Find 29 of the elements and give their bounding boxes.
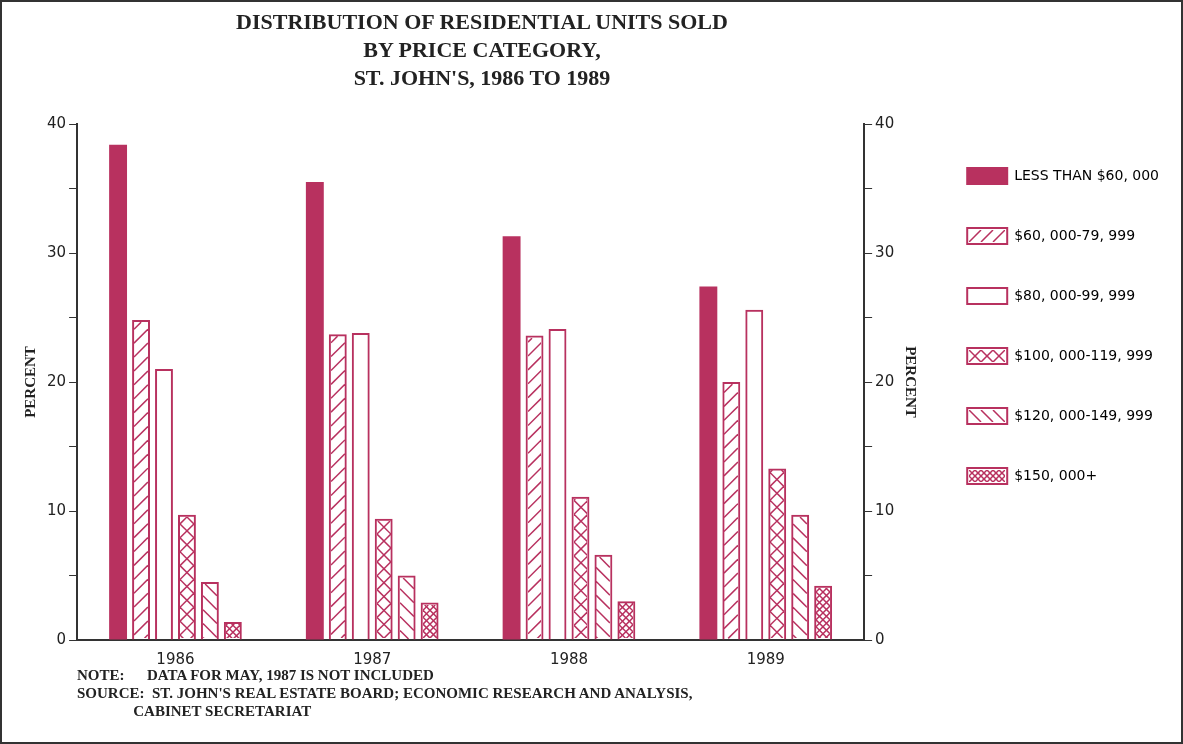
y2-axis-title: PERCENT [903, 346, 920, 418]
x-tick-label: 1987 [353, 649, 392, 668]
legend-label: $100, 000-119, 999 [1014, 346, 1153, 363]
x-tick-label: 1989 [746, 649, 785, 668]
source-note: SOURCE: ST. JOHN'S REAL ESTATE BOARD; ECONOMIC RESEARCH AND ANALYSIS, CABINET SECRETARIAT [77, 685, 693, 719]
y-tick-label: 0 [56, 629, 67, 648]
y-tick-label: 20 [46, 371, 67, 390]
chart-title: DISTRIBUTION OF RESIDENTIAL UNITS SOLD BY PRICE CATEGORY, ST. JOHN'S, 1986 TO 1989 [235, 8, 729, 92]
bar [305, 182, 324, 640]
legend-label: $80, 000-99, 999 [1014, 286, 1136, 303]
y2-tick-label: 0 [875, 629, 885, 648]
y-tick-label: 40 [46, 113, 67, 132]
y2-tick-label: 30 [875, 242, 895, 261]
legend-label: LESS THAN $60, 000 [1014, 166, 1159, 183]
bar [109, 144, 128, 640]
x-tick-label: 1986 [156, 649, 195, 668]
bar [699, 286, 718, 640]
bar [502, 236, 521, 640]
y2-tick-label: 10 [875, 500, 895, 519]
legend-label: $60, 000-79, 999 [1014, 226, 1136, 243]
legend-label: $120, 000-149, 999 [1014, 406, 1153, 423]
text: NOTE: DATA FOR MAY, 1987 IS NOT INCLUDED [77, 667, 434, 683]
legend-label: $150, 000+ [1014, 466, 1098, 483]
y-tick-label: 10 [46, 500, 67, 519]
y-tick-label: 30 [46, 242, 67, 261]
y2-tick-label: 20 [875, 371, 895, 390]
y2-tick-label: 40 [875, 113, 895, 132]
y-axis-title: PERCENT [21, 346, 38, 418]
x-tick-label: 1988 [549, 649, 589, 668]
